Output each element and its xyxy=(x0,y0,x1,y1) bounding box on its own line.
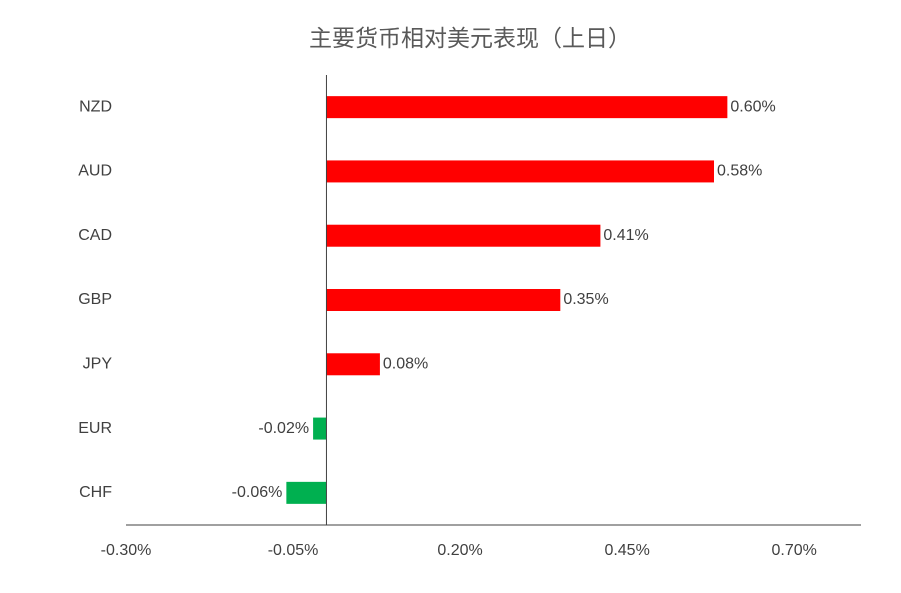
y-tick-label: CAD xyxy=(78,227,112,244)
y-tick-label: EUR xyxy=(78,420,112,437)
bar xyxy=(326,224,601,247)
value-label: -0.02% xyxy=(258,420,309,437)
value-label: 0.08% xyxy=(383,356,428,373)
y-tick-label: JPY xyxy=(83,356,113,373)
bar xyxy=(326,289,561,311)
x-tick-label: 0.70% xyxy=(771,542,816,559)
bar xyxy=(326,96,728,119)
x-tick-label: -0.05% xyxy=(268,542,319,559)
y-tick-label: NZD xyxy=(79,98,112,115)
bar xyxy=(286,481,327,504)
chart-title: 主要货币相对美元表现（上日） xyxy=(309,25,631,51)
value-label: -0.06% xyxy=(232,484,283,501)
value-label: 0.60% xyxy=(730,98,775,115)
value-label: 0.35% xyxy=(563,291,608,308)
x-tick-label: 0.20% xyxy=(437,542,482,559)
y-tick-label: AUD xyxy=(78,163,112,180)
x-tick-label: 0.45% xyxy=(604,542,649,559)
value-label: 0.41% xyxy=(603,227,648,244)
value-label: 0.58% xyxy=(717,163,762,180)
bar xyxy=(326,160,714,183)
bar xyxy=(326,353,380,376)
bar xyxy=(313,417,327,440)
y-tick-label: GBP xyxy=(78,291,112,308)
x-tick-label: -0.30% xyxy=(101,542,152,559)
y-tick-label: CHF xyxy=(79,484,112,501)
